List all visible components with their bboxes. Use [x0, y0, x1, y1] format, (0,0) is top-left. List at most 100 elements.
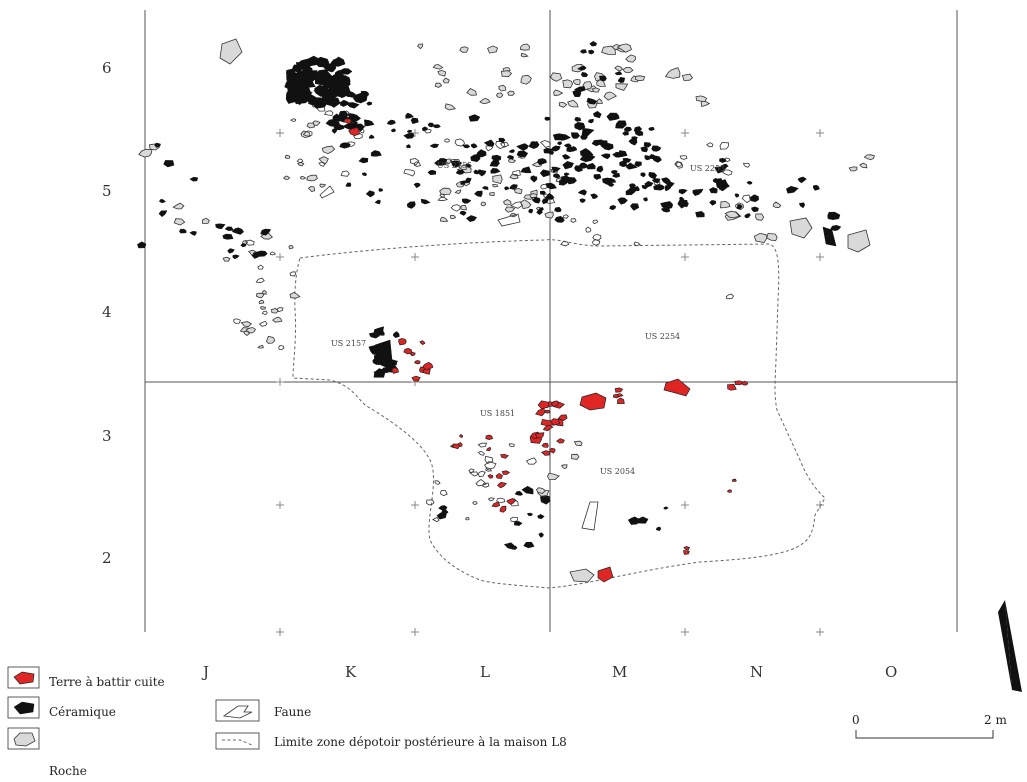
bone-fragment [478, 470, 486, 478]
terre-cuite-fragment [541, 442, 549, 448]
ceramic-fragment [406, 201, 416, 209]
ceramic-fragment [611, 170, 618, 175]
rock-fragment [520, 52, 529, 58]
rock-fragment [498, 84, 507, 92]
rock-fragment [449, 214, 457, 219]
bone-fragment [318, 162, 326, 167]
ceramic-fragment [660, 201, 674, 210]
terre-cuite-fragment [557, 414, 568, 422]
rock-fragment [720, 201, 731, 209]
bone-fragment [469, 471, 479, 477]
bone-fragment [706, 142, 714, 148]
ceramic-fragment [360, 90, 370, 98]
ceramic-fragment [312, 56, 330, 68]
ceramic-fragment [531, 197, 541, 204]
bone-fragment [278, 345, 285, 350]
ceramic-fragment [365, 190, 375, 198]
ceramic-fragment [368, 332, 381, 339]
terre-cuite-fragment [485, 434, 494, 440]
terre-cuite-fragment [414, 360, 421, 365]
ceramic-fragment [599, 75, 607, 82]
ceramic-fragment [421, 126, 428, 132]
bone-fragment [591, 238, 601, 246]
legend-label-faune: Faune [274, 705, 311, 719]
grid-cross [276, 129, 284, 137]
ceramic-fragment [617, 197, 628, 205]
rock-fragment [240, 321, 253, 328]
rock-fragment [459, 46, 469, 53]
ceramic-fragment [572, 89, 582, 97]
rock-finds [138, 43, 875, 497]
ceramic-fragment [240, 243, 247, 248]
terre-cuite-large [219, 38, 871, 583]
bone-fragment [444, 138, 450, 143]
terre-cuite-fragment [398, 338, 407, 346]
ceramic-fragment [545, 182, 557, 190]
rock-fragment [307, 186, 316, 192]
ceramic-finds [137, 41, 842, 550]
bone-fragment [722, 169, 733, 176]
terre-cuite-fragment [534, 432, 545, 439]
terre-cuite-fragment [500, 454, 509, 459]
ceramic-fragment [695, 189, 704, 195]
terre-cuite-fragment [540, 450, 551, 456]
rock-fragment [296, 162, 305, 167]
ceramic-fragment [651, 155, 662, 163]
ceramic-fragment [643, 197, 648, 202]
rock-fragment [288, 244, 294, 250]
bone-fragment [675, 161, 684, 169]
ceramic-fragment [798, 202, 805, 209]
grid-cross [411, 501, 419, 509]
grid-cross [816, 253, 824, 261]
rock-fragment [289, 291, 301, 299]
rock-fragment [432, 64, 444, 70]
bone-fragment [719, 142, 729, 150]
rock-fragment [500, 70, 513, 78]
grid-cross [411, 129, 419, 137]
ceramic-fragment [459, 211, 467, 216]
rock-fragment [625, 54, 636, 63]
bone-fragment [485, 145, 494, 152]
ceramic-fragment [232, 254, 240, 260]
terre-cuite-fragment [409, 352, 416, 357]
bone-fragment [742, 162, 750, 168]
ceramic-fragment [463, 177, 472, 184]
terre-cuite-finds [343, 118, 749, 555]
ceramic-fragment [565, 177, 577, 185]
bone-fragment [539, 140, 551, 148]
ceramic-fragment [465, 215, 478, 222]
ceramic-fragment [678, 188, 688, 195]
row-label-5: 5 [102, 182, 112, 200]
rock-fragment [573, 440, 583, 447]
ceramic-fragment [329, 92, 340, 99]
bone-fragment [482, 482, 490, 488]
ceramic-fragment [224, 226, 235, 231]
bone-fragment [403, 169, 416, 177]
ceramic-fragment [403, 133, 415, 139]
rock-fragment [243, 330, 250, 336]
ceramic-fragment [654, 184, 665, 191]
rock-fragment [755, 213, 765, 221]
ceramic-fragment [554, 215, 565, 223]
grid-lines [144, 10, 958, 632]
ceramic-fragment [585, 162, 596, 170]
bone-fragment [465, 517, 470, 521]
legend-label-roche: Roche [49, 764, 87, 778]
ceramic-fragment [503, 186, 510, 191]
ceramic-fragment [718, 186, 728, 192]
column-label-n: N [750, 663, 763, 681]
ceramic-fragment [511, 545, 518, 550]
ceramic-fragment [539, 169, 550, 178]
legend-label-limite: Limite zone dépotoir postérieure à la ma… [274, 735, 567, 749]
ceramic-fragment [827, 211, 841, 220]
bone-fragment [741, 194, 751, 204]
grid-cross [411, 253, 419, 261]
ceramic-fragment [521, 485, 534, 495]
bone-fragment [323, 110, 334, 116]
ceramic-fragment [648, 172, 658, 180]
bone-fragment [413, 161, 422, 167]
ceramic-fragment [586, 97, 598, 105]
ceramic-fragment [719, 158, 727, 163]
bone-fragment [510, 516, 519, 523]
ceramic-fragment [179, 228, 187, 234]
